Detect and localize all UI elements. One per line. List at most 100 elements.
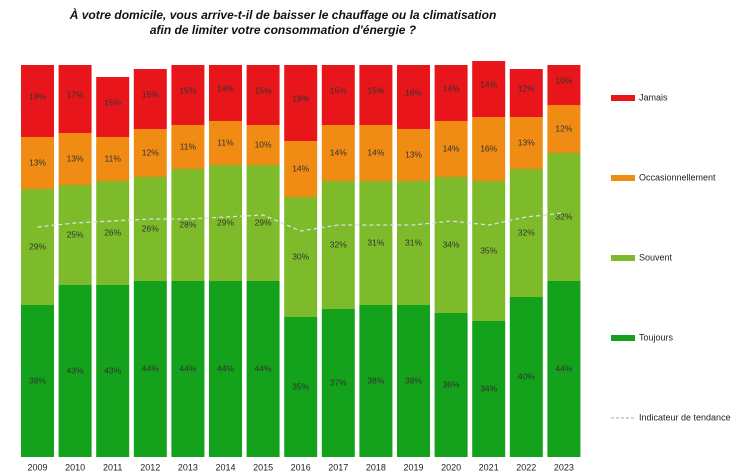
value-label: 32% [555,211,572,221]
bar-segment [209,121,242,165]
value-label: 34% [480,383,497,393]
chart-title: À votre domicile, vous arrive-t-il de ba… [69,7,497,22]
legend-label: Jamais [639,92,668,102]
bar-segment [434,177,468,313]
value-label: 16% [405,87,422,97]
x-tick-label: 2011 [103,462,122,472]
value-label: 14% [367,147,384,157]
legend-swatch [611,175,635,181]
bar-segment [509,297,543,457]
value-label: 15% [104,97,121,107]
bar-segment [58,133,92,185]
value-label: 12% [518,83,535,93]
value-label: 38% [367,375,384,385]
bar-segment [434,121,468,177]
bar-segment [171,169,205,281]
bar-segment [359,125,393,181]
value-label: 38% [405,375,422,385]
value-label: 44% [255,363,272,373]
bar-segment [397,65,430,129]
bar-segment [246,281,280,457]
bar-segment [359,305,393,457]
chart-title: afin de limiter votre consommation d'éne… [150,23,417,37]
x-tick-label: 2016 [291,462,311,472]
bar-segment [171,281,205,457]
bar-segment [171,65,205,125]
bar-segment [472,117,506,181]
value-label: 11% [217,137,234,147]
legend-swatch [611,95,635,101]
value-label: 15% [330,85,347,95]
value-label: 44% [179,363,196,373]
value-label: 40% [518,371,535,381]
bar-segment [96,285,130,457]
legend-swatch [611,255,635,261]
x-tick-label: 2019 [403,462,423,472]
x-tick-label: 2012 [140,462,160,472]
value-label: 15% [367,85,384,95]
value-label: 14% [443,83,460,93]
value-label: 44% [142,363,159,373]
bar-segment [321,181,355,309]
value-label: 12% [555,123,572,133]
value-label: 26% [142,223,159,233]
bar-segment [321,125,355,181]
value-label: 35% [292,381,309,391]
bar-segment [209,65,242,121]
value-label: 15% [142,89,159,99]
bar-segment [547,153,581,281]
bar-segment [434,313,468,457]
value-label: 32% [330,239,347,249]
bar-segment [21,305,54,457]
value-label: 25% [67,229,84,239]
bar-segment [509,69,543,117]
bar-segment [284,317,318,457]
bar-segment [284,141,318,197]
bar-segment [133,177,167,281]
value-label: 29% [217,217,234,227]
trend-line [37,212,564,232]
bar-segment [547,281,581,457]
value-label: 13% [67,153,84,163]
value-label: 37% [330,377,347,387]
value-label: 13% [29,157,46,167]
value-label: 26% [104,227,121,237]
x-tick-label: 2017 [328,462,348,472]
bar-segment [21,65,54,137]
bar-segment [21,137,54,189]
value-label: 19% [292,93,309,103]
value-label: 18% [29,91,46,101]
value-label: 43% [104,365,121,375]
bar-segment [284,65,318,141]
value-label: 29% [29,241,46,251]
bar-segment [547,65,581,105]
bar-segment [133,129,167,177]
bar-segment [434,65,468,121]
bar-segment [246,165,280,281]
legend-label: Toujours [639,332,674,342]
bar-segment [21,189,54,305]
value-label: 44% [217,363,234,373]
value-label: 14% [443,143,460,153]
value-label: 44% [555,363,572,373]
value-label: 10% [555,75,572,85]
bar-segment [472,321,506,457]
value-label: 38% [29,375,46,385]
bar-segment [359,181,393,305]
value-label: 30% [292,251,309,261]
value-label: 16% [480,143,497,153]
value-label: 11% [180,141,197,151]
legend-label: Indicateur de tendance [639,412,731,422]
value-label: 11% [105,153,122,163]
bar-segment [321,309,355,457]
x-tick-label: 2020 [441,462,461,472]
value-label: 14% [217,83,234,93]
value-label: 43% [67,365,84,375]
value-label: 15% [255,85,272,95]
value-label: 13% [405,149,422,159]
bar-segment [397,181,430,305]
value-label: 34% [443,239,460,249]
bar-segment [209,165,242,281]
value-label: 15% [179,85,196,95]
